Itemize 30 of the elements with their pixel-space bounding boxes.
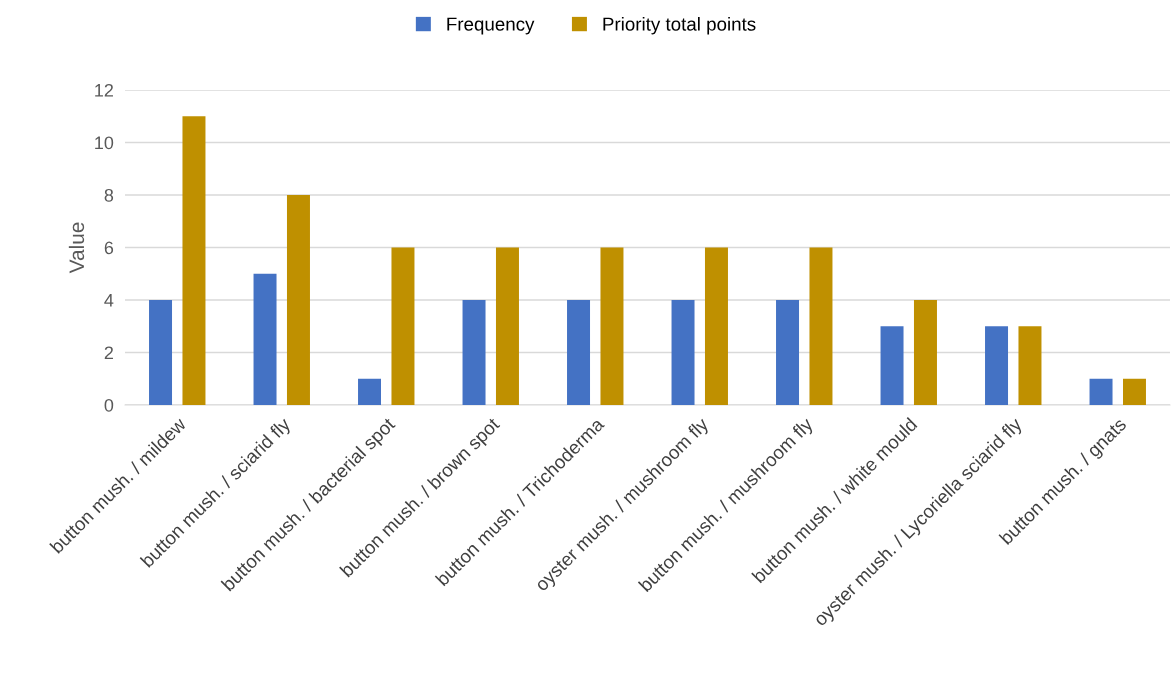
bar: [600, 247, 624, 405]
bar: [391, 247, 415, 405]
bar: [1122, 378, 1146, 405]
bar: [286, 195, 310, 405]
bar: [704, 247, 728, 405]
bar: [253, 273, 277, 405]
y-tick-label: 10: [95, 136, 114, 150]
bar: [149, 300, 173, 405]
y-tick-label: 12: [95, 83, 113, 97]
y-tick-label: 0: [104, 398, 114, 412]
y-tick-label: 6: [104, 241, 114, 255]
bar: [1089, 378, 1113, 405]
bar: [671, 300, 695, 405]
y-tick-label: 2: [104, 346, 113, 360]
bar: [880, 326, 904, 405]
bar: [985, 326, 1009, 405]
bar: [462, 300, 486, 405]
bar: [913, 300, 937, 405]
legend-label: Priority total points: [603, 16, 756, 35]
bar: [1018, 326, 1042, 405]
bar: [358, 378, 382, 405]
y-tick-label: 8: [104, 188, 114, 202]
bar: [809, 247, 833, 405]
legend-label: Frequency: [447, 17, 535, 35]
bar: [776, 300, 800, 405]
bar: [495, 247, 519, 405]
bar: [567, 300, 591, 405]
y-axis-title: Value: [68, 222, 85, 274]
y-tick-label: 4: [104, 294, 114, 307]
bar: [182, 116, 206, 405]
